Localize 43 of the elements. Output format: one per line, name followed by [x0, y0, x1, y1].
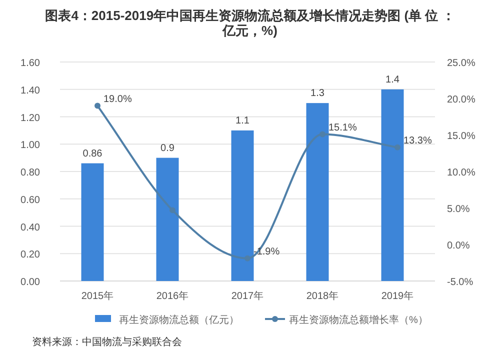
x-tick-label: 2019年 [381, 290, 414, 302]
legend-label: 再生资源物流总额增长率（%） [289, 314, 428, 326]
bar [231, 130, 254, 281]
y-tick-label: 1.60 [20, 58, 40, 69]
y-tick-label: 1.40 [20, 85, 40, 96]
y-tick-label: 0.00 [20, 277, 40, 288]
y2-tick-label: -5.0% [447, 277, 474, 288]
x-tick-label: 2017年 [231, 290, 264, 302]
data-label: 19.0% [104, 94, 132, 105]
bar [81, 163, 104, 281]
point [94, 102, 100, 109]
y2-tick-label: 10.0% [447, 168, 476, 178]
bar [156, 158, 179, 281]
y2-tick-label: 25.0% [447, 58, 476, 69]
data-label: 13.3% [404, 135, 432, 146]
point [394, 144, 400, 150]
y-tick-label: 0.40 [20, 222, 40, 234]
x-tick-label: 2018年 [306, 290, 339, 302]
y-tick-label: 0.20 [20, 250, 40, 261]
point [320, 131, 326, 138]
bar [381, 89, 404, 281]
data-label: 0.86 [82, 148, 103, 160]
point [244, 255, 250, 262]
y2-tick-label: 0.0% [447, 240, 470, 252]
bar [306, 103, 329, 281]
data-label: 1.4 [386, 74, 400, 86]
x-tick-label: 2016年 [156, 290, 189, 302]
y2-tick-label: 15.0% [447, 131, 476, 142]
data-label: 1.3 [310, 88, 325, 100]
x-tick-label: 2015年 [81, 290, 114, 302]
point [170, 207, 176, 214]
data-label: 1.1 [236, 115, 250, 126]
text: 资料来源：中国物流与采购联合会 [32, 336, 182, 348]
y-tick-label: 0.80 [20, 168, 40, 178]
y2-tick-label: 5.0% [447, 204, 470, 215]
y-tick-label: 0.60 [20, 194, 40, 206]
data-label: 15.1% [328, 122, 357, 134]
y-tick-label: 1.00 [20, 140, 40, 152]
data-label: 0.9 [160, 142, 175, 154]
chart-title: 图表4：2015-2019年中国再生资源物流总额及增长情况走势图 (单 位 ：亿元，%) [45, 8, 455, 38]
y2-tick-label: 20.0% [447, 94, 476, 106]
y-tick-label: 1.20 [20, 112, 40, 124]
legend-label: 再生资源物流总额（亿元） [119, 314, 239, 326]
